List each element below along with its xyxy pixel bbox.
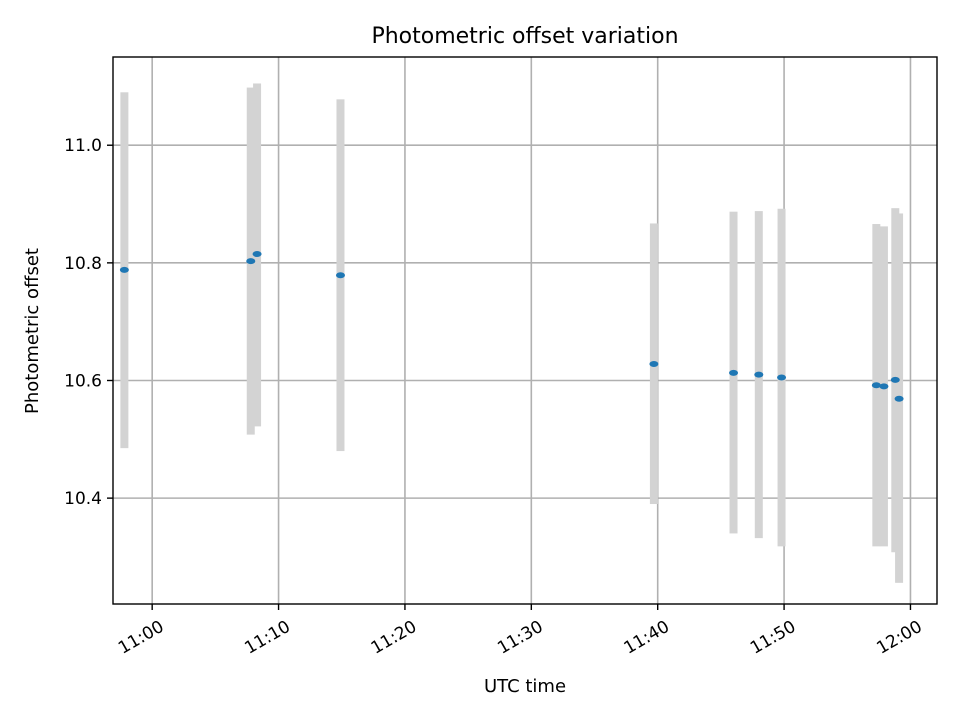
x-tick-label: 11:50 bbox=[747, 617, 799, 659]
data-point bbox=[729, 369, 739, 376]
data-point bbox=[754, 371, 764, 378]
y-tick-label: 10.8 bbox=[64, 254, 102, 274]
data-point bbox=[871, 382, 881, 389]
x-tick-label: 11:10 bbox=[241, 617, 293, 659]
data-point bbox=[879, 383, 889, 390]
x-tick-label: 11:20 bbox=[368, 617, 420, 659]
data-point bbox=[119, 266, 129, 273]
y-axis-label: Photometric offset bbox=[22, 248, 43, 414]
x-tick-label: 11:40 bbox=[621, 617, 673, 659]
y-tick-label: 11.0 bbox=[64, 136, 102, 156]
data-point bbox=[890, 376, 900, 383]
x-tick-label: 12:00 bbox=[873, 617, 925, 659]
data-point bbox=[894, 395, 904, 402]
data-point bbox=[246, 258, 256, 265]
y-axis-ticks: 10.4 10.6 10.8 11.0 bbox=[64, 136, 113, 509]
x-tick-label: 11:30 bbox=[494, 617, 546, 659]
chart-title: Photometric offset variation bbox=[371, 24, 678, 49]
data-point bbox=[649, 361, 659, 368]
y-tick-label: 10.6 bbox=[64, 371, 102, 391]
x-axis-label: UTC time bbox=[484, 676, 566, 697]
y-tick-label: 10.4 bbox=[64, 489, 102, 509]
x-grid-lines bbox=[151, 57, 912, 604]
data-point bbox=[335, 272, 345, 279]
data-point bbox=[252, 251, 262, 258]
x-tick-label: 11:00 bbox=[115, 617, 167, 659]
y-grid-lines bbox=[113, 144, 937, 499]
error-bars bbox=[120, 83, 904, 583]
x-axis-ticks: 11:00 11:10 11:20 11:30 11:40 11:50 12:00 bbox=[115, 604, 926, 659]
data-points bbox=[119, 251, 904, 402]
plot-frame bbox=[112, 56, 938, 605]
data-point bbox=[777, 374, 787, 381]
